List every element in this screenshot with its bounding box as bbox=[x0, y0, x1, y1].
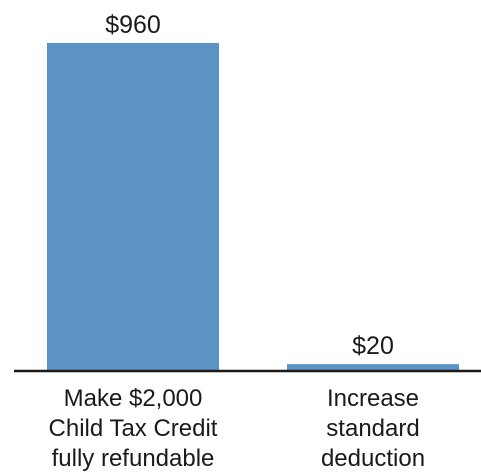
category-label-0-line-1: Child Tax Credit bbox=[49, 415, 218, 442]
value-label-0: $960 bbox=[105, 11, 161, 39]
value-label-1: $20 bbox=[352, 332, 394, 360]
bar-0 bbox=[47, 43, 219, 371]
category-label-1-line-2: deduction bbox=[321, 445, 425, 472]
category-label-0-line-2: fully refundable bbox=[52, 445, 215, 472]
category-label-1: Increase standard deduction bbox=[321, 385, 425, 472]
category-label-1-line-1: standard bbox=[326, 415, 419, 442]
category-label-1-line-0: Increase bbox=[327, 385, 419, 412]
category-labels-layer: Make $2,000 Child Tax Credit fully refunda… bbox=[49, 385, 426, 472]
category-label-0: Make $2,000 Child Tax Credit fully refunda… bbox=[49, 385, 218, 472]
category-label-0-line-0: Make $2,000 bbox=[64, 385, 203, 412]
bars-layer bbox=[47, 43, 459, 371]
